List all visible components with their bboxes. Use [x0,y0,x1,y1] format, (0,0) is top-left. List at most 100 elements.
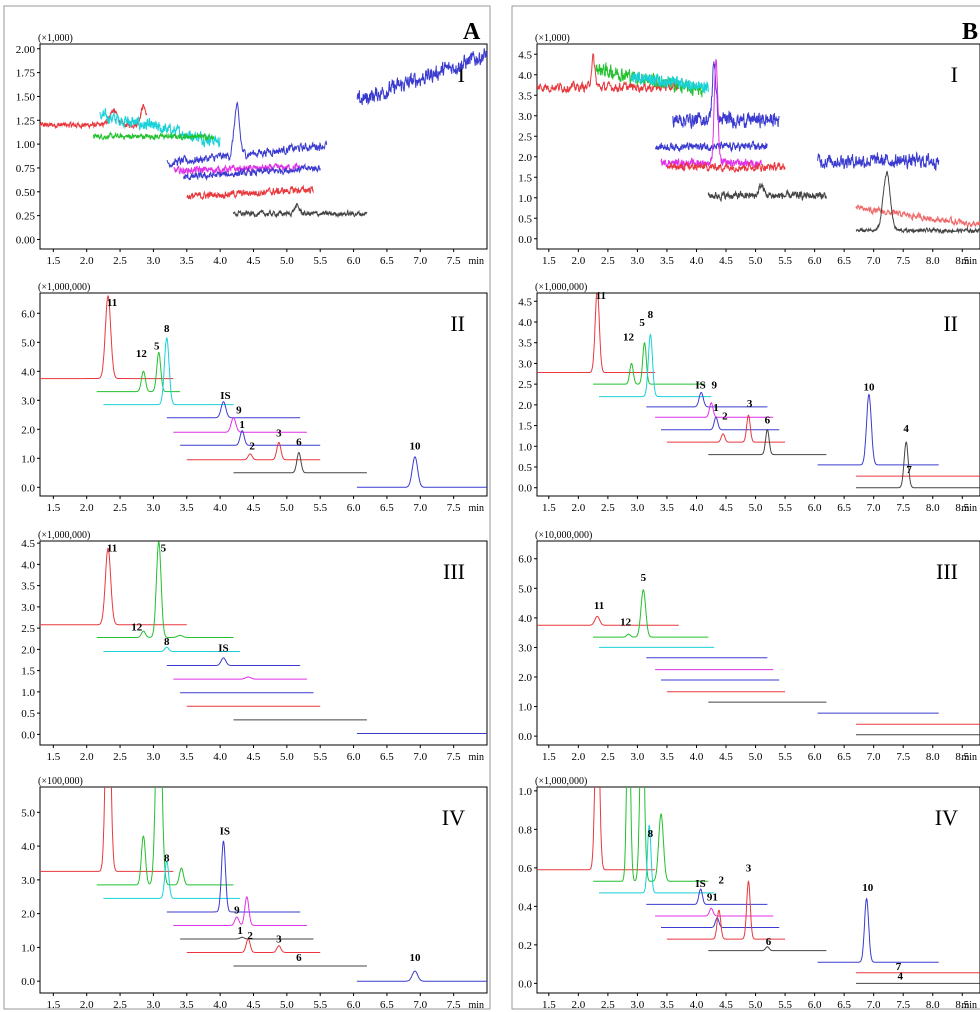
y-multiplier: (×1,000,000) [535,776,587,787]
peak-label: 5 [639,317,645,329]
x-tick-label: 8.5 [955,999,969,1011]
x-tick-label: 1.5 [46,751,60,763]
y-tick-label: 0.5 [518,462,532,474]
y-tick-label: 3.0 [518,111,532,123]
trace-black [707,182,827,203]
peak-label: 11 [107,297,117,309]
x-tick-label: 7.5 [447,751,461,763]
plots-layer: 0.000.250.500.751.001.251.501.752.001.5 2… [16,33,980,1011]
x-tick-label: 5.0 [280,502,294,514]
x-tick-label: 5.5 [313,502,327,514]
y-tick-label: 0.00 [16,234,36,246]
x-tick-label: 2.5 [601,751,615,763]
peak-label: IS [218,643,228,655]
subplot-roman: II [943,311,958,336]
x-tick-label: 5.0 [749,999,763,1011]
y-tick-label: 4.5 [518,49,532,61]
trace-cyan [103,337,234,406]
y-tick-label: 1.75 [16,68,36,80]
trace-magenta [660,58,762,170]
peak-label: 2 [249,441,255,453]
x-tick-label: 8.5 [955,255,969,267]
peak-label: 6 [296,952,302,964]
y-tick-label: 0.0 [21,976,35,988]
x-tick-label: 4.5 [247,999,261,1011]
plot-frame [39,540,488,746]
trace-cyan [599,333,712,398]
subplot-roman: III [936,559,958,584]
traces [537,53,980,235]
x-tick-label: 6.5 [837,255,851,267]
y-tick-label: 4.0 [518,613,532,625]
x-tick-label: 1.5 [542,502,556,514]
peak-label: 10 [409,952,421,964]
x-tick-label: 6.5 [380,751,394,763]
x-unit-label: min [468,1000,484,1011]
trace-blue [646,888,768,905]
x-tick-label: 8.0 [926,255,940,267]
trace-red [186,184,314,201]
x-tick-label: 1.5 [542,255,556,267]
trace-blue [356,48,487,106]
x-tick-label: 2.0 [571,751,585,763]
peak-label: 5 [641,572,647,584]
trace-red [186,441,321,461]
y-tick-label: 0.6 [518,863,532,875]
x-tick-label: 6.0 [347,999,361,1011]
trace-black [180,936,314,940]
x-tick-label: 3.0 [631,255,645,267]
traces [537,589,980,736]
plot-b-iii: 0.0 1.0 2.0 3.0 4.0 5.0 6.0 1.5 2.0 2.5 3.0 3.5 4.0 4… [518,530,980,763]
peak-label: 10 [862,882,874,894]
trace-cyan [103,646,241,652]
trace-cyan [599,824,715,894]
y-tick-label: 0.50 [16,187,36,199]
y-tick-label: 2.5 [518,379,532,391]
x-tick-label: 3.5 [660,255,674,267]
x-tick-label: 4.0 [213,502,227,514]
y-tick-label: 1.0 [518,786,532,798]
trace-magenta [655,907,774,917]
x-tick-label: 6.5 [380,999,394,1011]
y-tick-label: 1.5 [518,421,532,433]
peak-label: 3 [747,398,753,410]
x-tick-label: 3.0 [631,502,645,514]
trace-red [666,161,786,174]
peak-label: 7 [896,961,902,973]
x-tick-label: 6.0 [347,502,361,514]
y-tick-label: 0.0 [518,731,532,743]
subplot-roman: II [450,311,465,336]
x-tick-label: 2.0 [80,255,94,267]
y-tick-label: 4.0 [21,841,35,853]
peak-label: 12 [623,332,635,344]
peak-label: 9 [236,404,242,416]
trace-blue [182,162,321,182]
peak-label: 11 [594,600,604,612]
peak-label: 2 [719,874,725,886]
y-tick-label: 0.4 [518,901,532,913]
y-tick-label: 3.0 [21,395,35,407]
x-tick-label: 2.0 [571,255,585,267]
peak-label: 10 [409,441,421,453]
trace-black [708,946,827,952]
y-tick-label: 4.0 [21,366,35,378]
x-unit-label: min [961,1000,977,1011]
x-tick-label: 7.0 [413,999,427,1011]
y-tick-label: 0.2 [518,940,532,952]
x-tick-label: 1.5 [46,502,60,514]
peak-label: 91 [707,892,718,904]
x-tick-label: 1.5 [542,999,556,1011]
x-tick-label: 4.0 [690,502,704,514]
plot-frame [536,786,980,994]
x-tick-label: 4.0 [213,255,227,267]
y-multiplier: (×100,000) [38,776,83,787]
y-tick-label: 4.0 [518,70,532,82]
y-tick-label: 1.25 [16,115,36,127]
y-multiplier: (×1,000,000) [38,530,90,541]
trace-red [537,787,656,871]
trace-black [855,170,980,235]
y-tick-label: 3.5 [518,338,532,350]
y-tick-label: 0.5 [21,708,35,720]
y-tick-label: 0.25 [16,211,36,223]
